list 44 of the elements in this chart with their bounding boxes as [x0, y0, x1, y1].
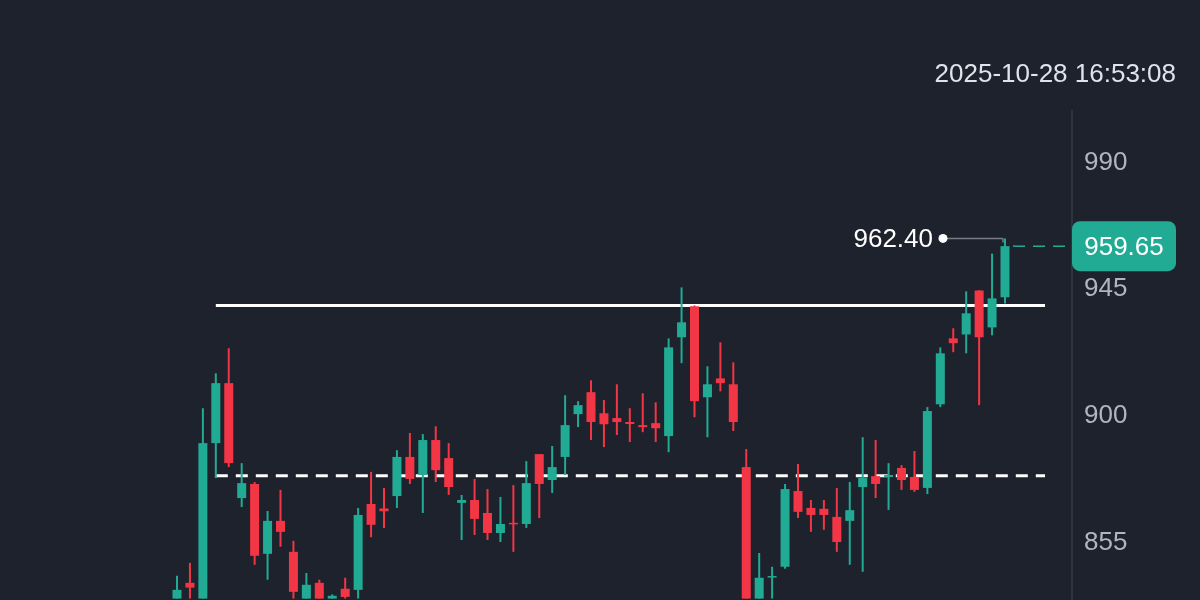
- candlestick: [495, 495, 505, 543]
- candlestick: [858, 436, 868, 573]
- text: 2025-10-28 16:53:08: [934, 58, 1176, 88]
- candlestick: [237, 462, 247, 509]
- candlestick: [961, 290, 971, 355]
- candlestick: [276, 488, 285, 548]
- candlestick: [754, 551, 764, 600]
- candlestick: [845, 481, 855, 566]
- candlestick: [599, 399, 609, 449]
- candlestick: [314, 578, 324, 600]
- candlestick: [573, 400, 583, 429]
- candlestick: [301, 571, 311, 600]
- y-tick-label: 900: [1084, 399, 1128, 430]
- y-tick-label: 945: [1084, 272, 1128, 303]
- candlestick: [470, 477, 480, 536]
- ref-line-label: 959.65: [1084, 231, 1164, 262]
- candlestick: [405, 432, 415, 485]
- candlestick: [677, 286, 687, 365]
- candlestick: [897, 464, 906, 491]
- candlestick: [625, 407, 635, 444]
- candlestick: [715, 341, 725, 393]
- candlestick: [793, 462, 803, 520]
- candlestick: [547, 444, 557, 494]
- candlestick: [702, 365, 712, 439]
- candlestick: [819, 499, 829, 531]
- candlestick: [172, 574, 182, 600]
- candlestick: [638, 392, 648, 434]
- candlestick: [379, 486, 389, 529]
- candlestick: [767, 565, 777, 600]
- annotation: 962.40: [853, 223, 933, 254]
- candlestick: [909, 450, 919, 493]
- candlestick: [806, 499, 816, 533]
- candlestick: [651, 401, 661, 444]
- candlestick: [483, 488, 492, 542]
- candlestick: [948, 327, 958, 354]
- y-tick-label: 855: [1084, 525, 1128, 556]
- candlestick: [457, 493, 467, 542]
- candlestick: [871, 439, 881, 500]
- candlestick: [366, 470, 376, 539]
- candlestick: [185, 561, 195, 600]
- y-tick-label: 990: [1084, 145, 1128, 176]
- candlestick: [884, 462, 894, 511]
- candlestick: [340, 576, 350, 600]
- candlestick: [612, 383, 622, 436]
